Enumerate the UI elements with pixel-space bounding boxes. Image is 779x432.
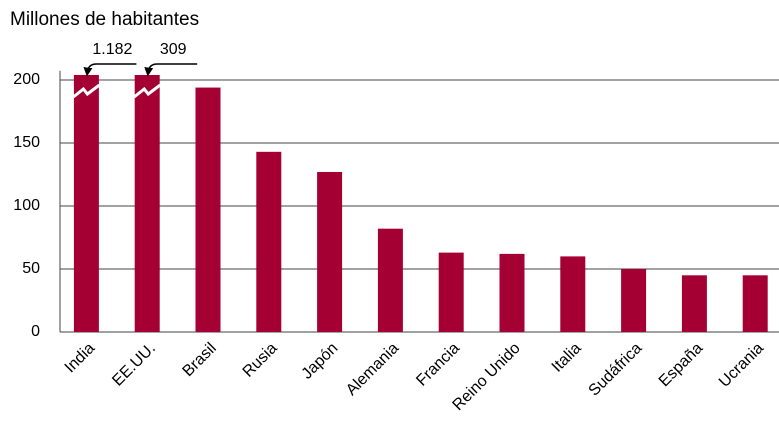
y-tick-label: 200 <box>13 71 40 88</box>
x-tick-label: Francia <box>413 340 463 390</box>
annotation-arrow <box>144 63 198 77</box>
x-tick-label: Sudáfrica <box>586 340 646 400</box>
bar <box>621 269 647 332</box>
bar <box>317 171 343 332</box>
value-label: 309 <box>160 41 187 58</box>
x-tick-label: India <box>62 340 99 377</box>
bar <box>377 228 403 332</box>
x-tick-label: Alemania <box>343 340 402 399</box>
annotation-arrow <box>83 63 137 77</box>
y-tick-label: 50 <box>22 260 40 277</box>
bar <box>195 87 221 332</box>
bar <box>256 151 282 332</box>
x-tick-label: Rusia <box>240 340 281 381</box>
bar <box>742 275 768 332</box>
x-tick-label: EE.UU. <box>109 340 159 390</box>
x-tick-label: España <box>656 340 706 390</box>
bar <box>499 253 525 332</box>
bar <box>134 75 160 332</box>
axis-break <box>133 83 162 99</box>
bar <box>560 256 586 332</box>
axis-break <box>72 83 101 99</box>
value-label: 1.182 <box>92 41 132 58</box>
x-tick-label: Brasil <box>179 340 219 380</box>
x-tick-label: Italia <box>549 340 585 376</box>
y-tick-label: 100 <box>13 197 40 214</box>
chart-title: Millones de habitantes <box>10 9 199 30</box>
bar <box>681 275 707 332</box>
x-tick-label: Ucrania <box>716 340 767 391</box>
y-tick-label: 0 <box>31 323 40 340</box>
bar <box>438 252 464 332</box>
bar <box>73 75 99 332</box>
x-tick-label: Japón <box>299 340 342 383</box>
y-tick-label: 150 <box>13 134 40 151</box>
